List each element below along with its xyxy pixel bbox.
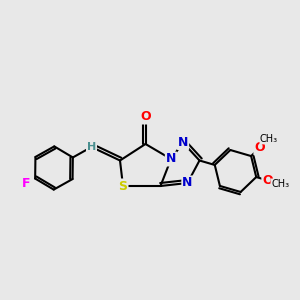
- Text: CH₃: CH₃: [260, 134, 278, 144]
- Text: S: S: [118, 179, 127, 193]
- Text: O: O: [262, 174, 273, 187]
- Text: CH₃: CH₃: [271, 179, 289, 189]
- Text: H: H: [87, 142, 96, 152]
- Text: N: N: [178, 136, 188, 149]
- Text: O: O: [140, 110, 151, 124]
- Text: F: F: [22, 177, 30, 190]
- Text: N: N: [182, 176, 193, 190]
- Text: O: O: [254, 141, 265, 154]
- Text: N: N: [166, 152, 176, 166]
